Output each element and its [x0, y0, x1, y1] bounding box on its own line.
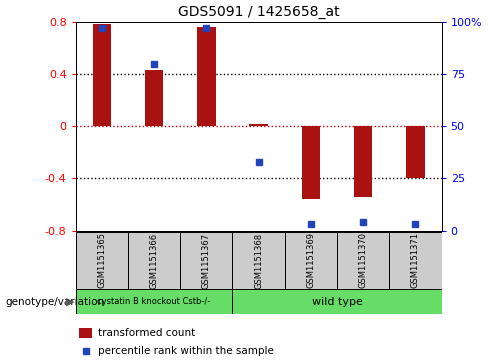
Bar: [93, 24, 111, 126]
Text: GSM1151370: GSM1151370: [359, 232, 368, 289]
Bar: [285, 232, 337, 289]
Bar: [407, 126, 425, 178]
Bar: [128, 232, 180, 289]
Text: GSM1151366: GSM1151366: [149, 232, 159, 289]
Text: transformed count: transformed count: [98, 328, 195, 338]
Text: GSM1151371: GSM1151371: [411, 232, 420, 289]
Bar: [337, 232, 389, 289]
Bar: [145, 70, 163, 126]
Bar: [249, 123, 268, 126]
Bar: [354, 126, 372, 197]
Bar: [232, 289, 442, 314]
Text: GSM1151368: GSM1151368: [254, 232, 263, 289]
Title: GDS5091 / 1425658_at: GDS5091 / 1425658_at: [178, 5, 340, 19]
Bar: [180, 232, 232, 289]
Text: wild type: wild type: [312, 297, 363, 307]
Bar: [76, 289, 232, 314]
Bar: [232, 232, 285, 289]
Text: GSM1151369: GSM1151369: [306, 232, 315, 289]
Text: genotype/variation: genotype/variation: [5, 297, 104, 307]
Bar: [302, 126, 320, 199]
Bar: [79, 328, 92, 338]
Bar: [389, 232, 442, 289]
Text: ▶: ▶: [65, 297, 74, 307]
Bar: [76, 232, 128, 289]
Text: percentile rank within the sample: percentile rank within the sample: [98, 346, 273, 356]
Text: GSM1151367: GSM1151367: [202, 232, 211, 289]
Text: GSM1151365: GSM1151365: [97, 232, 106, 289]
Text: cystatin B knockout Cstb-/-: cystatin B knockout Cstb-/-: [98, 297, 211, 306]
Bar: [197, 27, 216, 126]
